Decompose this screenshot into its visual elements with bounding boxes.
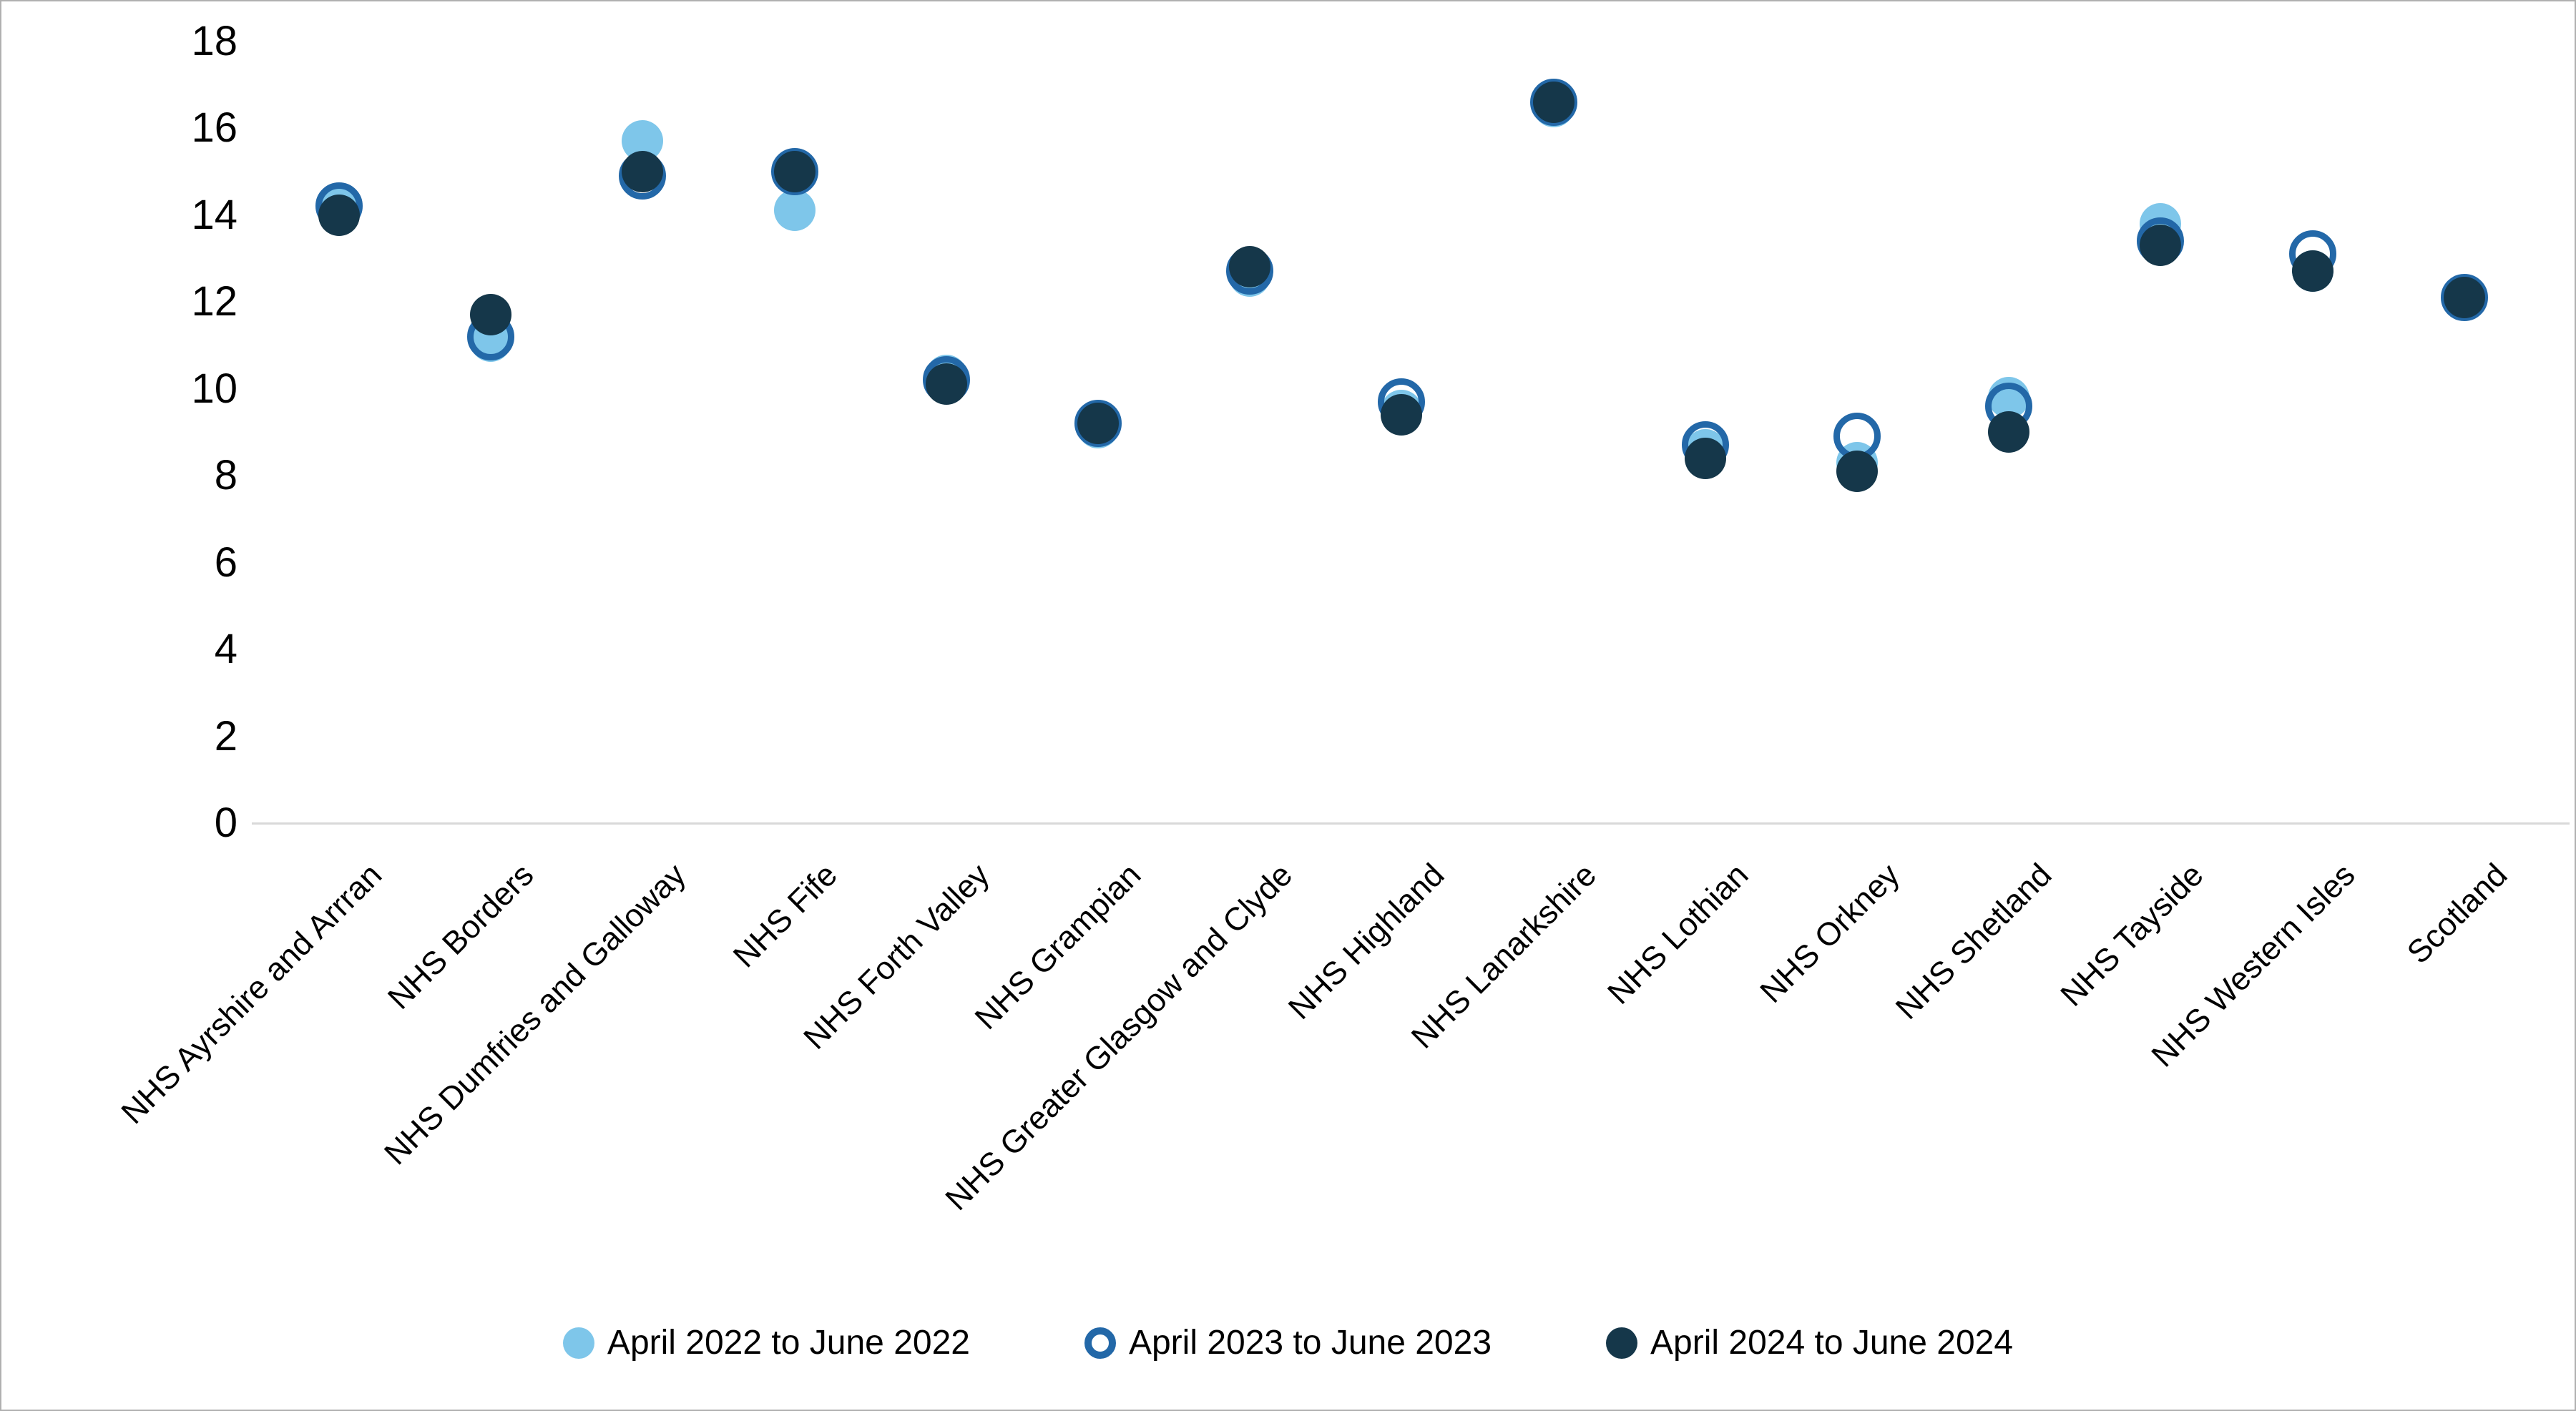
data-point [2443, 276, 2485, 318]
x-category-label: NHS Shetland [1888, 856, 2059, 1027]
y-tick-label-18: 18 [191, 17, 237, 64]
legend-item-2022: April 2022 to June 2022 [562, 1323, 970, 1362]
legend: April 2022 to June 2022 April 2023 to Ju… [1, 1323, 2575, 1362]
data-point [1988, 411, 2030, 453]
data-point [1077, 403, 1119, 445]
x-category-label: NHS Highland [1281, 856, 1451, 1026]
x-axis-line [252, 822, 2570, 825]
x-category-label: NHS Ayrshire and Arrran [114, 856, 389, 1131]
y-tick-label-2: 2 [214, 712, 237, 759]
x-category-label: NHS Fife [725, 856, 844, 975]
y-tick-label-6: 6 [214, 539, 237, 586]
y-tick-label-16: 16 [191, 104, 237, 151]
x-category-label: NHS Dumfries and Galloway [376, 856, 692, 1172]
x-category-label: NHS Tayside [2053, 856, 2210, 1013]
data-point [1532, 81, 1575, 123]
legend-label-2022: April 2022 to June 2022 [607, 1324, 970, 1362]
data-point [2140, 225, 2182, 267]
legend-label-2023: April 2023 to June 2023 [1128, 1324, 1492, 1362]
y-tick-label-12: 12 [191, 278, 237, 325]
x-category-label: NHS Lothian [1600, 856, 1755, 1011]
y-tick-label-0: 0 [214, 800, 237, 846]
legend-marker-open-circle-icon [1084, 1327, 1116, 1359]
data-point [925, 363, 967, 405]
legend-item-2024: April 2024 to June 2024 [1606, 1323, 2013, 1362]
data-point [2291, 250, 2333, 292]
legend-marker-filled-light-blue-icon [562, 1327, 594, 1359]
x-category-label: NHS Borders [381, 856, 541, 1016]
data-point [773, 150, 816, 192]
data-point [318, 194, 360, 236]
data-point [622, 150, 664, 192]
y-tick-label-14: 14 [191, 191, 237, 238]
y-tick-label-8: 8 [214, 452, 237, 498]
x-category-label: NHS Greater Glasgow and Clyde [938, 856, 1300, 1218]
legend-marker-filled-dark-navy-icon [1606, 1327, 1638, 1359]
data-point [470, 294, 512, 336]
y-tick-label-10: 10 [191, 365, 237, 412]
y-tick-label-4: 4 [214, 626, 237, 672]
x-category-label: Scotland [2399, 856, 2514, 971]
legend-label-2024: April 2024 to June 2024 [1650, 1324, 2014, 1362]
x-category-label: NHS Orkney [1753, 856, 1907, 1010]
data-point [1836, 450, 1878, 492]
data-point [773, 190, 816, 232]
legend-item-2023: April 2023 to June 2023 [1084, 1323, 1492, 1362]
data-point [1684, 437, 1726, 479]
data-point [1229, 246, 1271, 288]
data-point [1381, 393, 1423, 436]
